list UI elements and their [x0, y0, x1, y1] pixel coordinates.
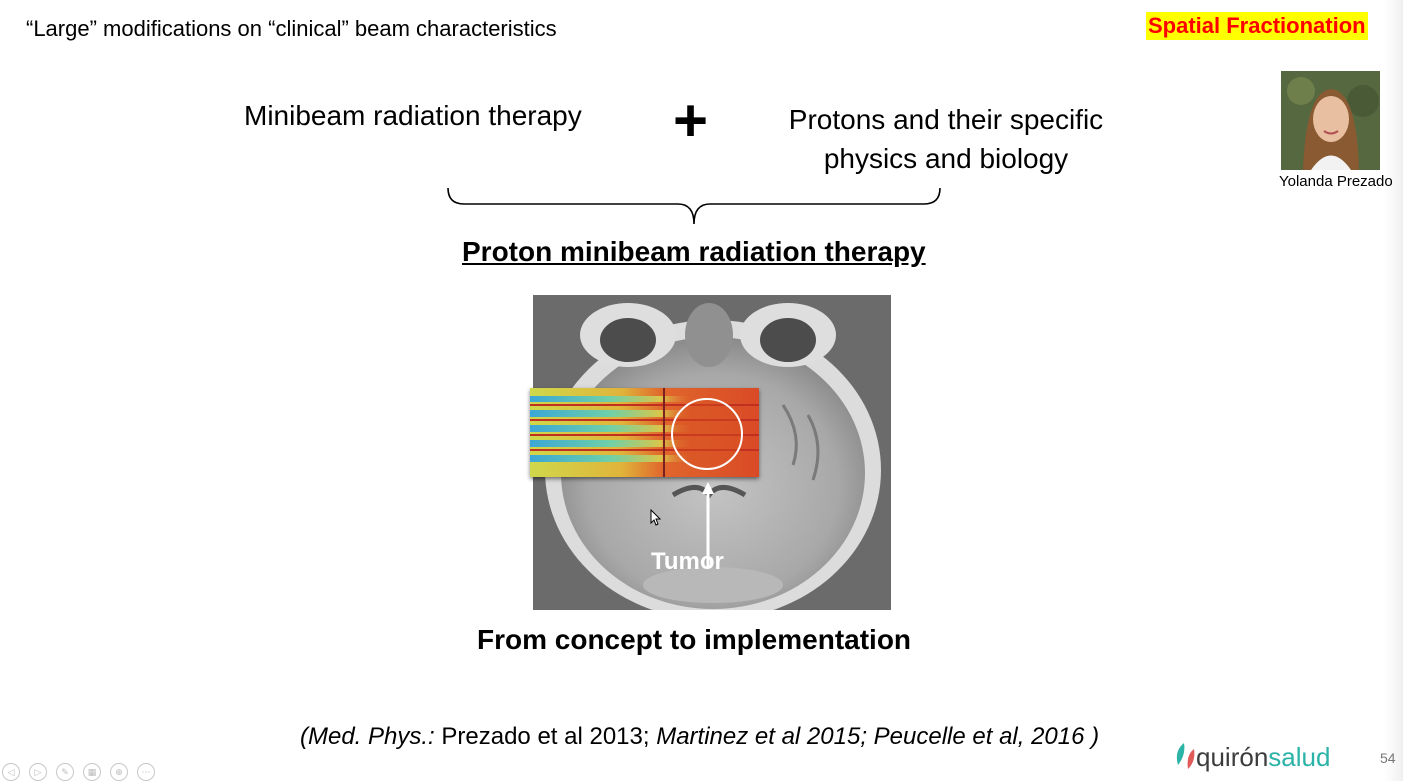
- mouse-cursor-icon: [650, 509, 662, 526]
- presenter-name: Yolanda Prezado: [1279, 173, 1393, 190]
- dose-map-overlay: [530, 388, 759, 477]
- tumor-arrow-icon: [702, 482, 714, 568]
- left-concept: Minibeam radiation therapy: [244, 100, 582, 131]
- citation: (Med. Phys.: Prezado et al 2013; Martine…: [300, 723, 1099, 751]
- right-concept-line2: physics and biology: [823, 143, 1069, 174]
- logo-part1: quirón: [1196, 742, 1269, 772]
- slides-grid-icon[interactable]: ▦: [83, 763, 101, 781]
- quironsalud-logo-text: quirónsalud: [1196, 742, 1330, 773]
- brace-icon: [447, 187, 941, 225]
- more-options-icon[interactable]: ⋯: [137, 763, 155, 781]
- slide-header: “Large” modifications on “clinical” beam…: [26, 16, 557, 41]
- plus-sign: +: [673, 87, 709, 154]
- presenter-avatar: [1281, 71, 1380, 170]
- citation-ref1: Prezado et al 2013;: [434, 723, 657, 750]
- zoom-icon[interactable]: ⊕: [110, 763, 128, 781]
- right-concept-line1: Protons and their specific: [788, 104, 1104, 135]
- quironsalud-logo-icon: [1176, 743, 1195, 769]
- main-title: Proton minibeam radiation therapy: [462, 236, 926, 267]
- pen-icon[interactable]: ✎: [56, 763, 74, 781]
- tumor-label: Tumor: [651, 548, 724, 575]
- citation-ref2: Martinez et al 2015; Peucelle et al, 201…: [656, 723, 1100, 750]
- right-concept: Protons and their specific physics and b…: [770, 100, 1122, 178]
- previous-slide-icon[interactable]: ◁: [2, 763, 20, 781]
- citation-journal: (Med. Phys.:: [300, 723, 435, 750]
- next-slide-icon[interactable]: ▷: [29, 763, 47, 781]
- presentation-controls: ◁ ▷ ✎ ▦ ⊕ ⋯: [2, 762, 164, 781]
- page-number: 54: [1380, 750, 1396, 766]
- subtitle: From concept to implementation: [477, 624, 912, 655]
- topic-tag: Spatial Fractionation: [1146, 12, 1368, 40]
- slide-edge: [1384, 0, 1403, 781]
- logo-part2: salud: [1268, 742, 1331, 772]
